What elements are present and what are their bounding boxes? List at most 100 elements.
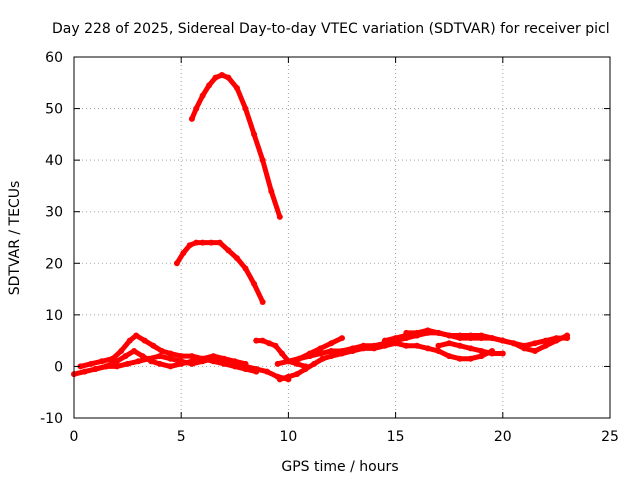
series-arc-high — [188, 72, 283, 220]
data-point — [403, 329, 410, 336]
data-point — [188, 115, 195, 122]
series-low-3 — [92, 347, 260, 375]
data-point — [139, 353, 146, 360]
data-point — [188, 353, 195, 360]
data-point — [253, 368, 260, 375]
data-point — [199, 239, 206, 246]
data-point — [424, 327, 431, 334]
data-point — [131, 347, 138, 354]
series-trace — [403, 327, 570, 354]
data-point — [113, 358, 120, 365]
data-point — [542, 337, 549, 344]
data-point — [392, 340, 399, 347]
data-point — [167, 350, 174, 357]
data-point — [285, 373, 292, 380]
data-point — [553, 337, 560, 344]
data-point — [276, 376, 283, 383]
data-point — [92, 366, 99, 373]
data-point — [274, 360, 281, 367]
data-point — [242, 360, 249, 367]
data-point — [285, 358, 292, 365]
data-point — [371, 342, 378, 349]
data-point — [435, 329, 442, 336]
data-point — [424, 345, 431, 352]
series-right-3 — [403, 327, 571, 354]
x-tick-label: 20 — [494, 429, 512, 445]
data-point — [268, 188, 275, 195]
data-point — [88, 360, 95, 367]
data-point — [126, 337, 133, 344]
data-point — [328, 340, 335, 347]
data-point — [542, 342, 549, 349]
data-point — [531, 340, 538, 347]
series-right-4 — [435, 340, 506, 357]
chart-title: Day 228 of 2025, Sidereal Day-to-day VTE… — [52, 21, 610, 37]
data-point — [360, 342, 367, 349]
data-point — [193, 239, 200, 246]
data-point — [381, 337, 388, 344]
data-point — [319, 355, 326, 362]
data-point — [435, 342, 442, 349]
data-point — [259, 337, 266, 344]
data-point — [499, 350, 506, 357]
data-point — [158, 347, 165, 354]
y-tick-label: -10 — [40, 411, 63, 427]
data-point — [173, 260, 180, 267]
data-point — [446, 332, 453, 339]
data-point — [306, 353, 313, 360]
data-point — [414, 342, 421, 349]
axis-ticks: 0 5 10 15 20 25 -10 0 10 20 30 40 50 60 — [40, 50, 619, 445]
data-point — [293, 371, 300, 378]
data-point — [218, 72, 225, 79]
data-point — [510, 340, 517, 347]
data-point — [456, 342, 463, 349]
data-point — [263, 368, 270, 375]
data-point — [188, 358, 195, 365]
data-point — [199, 355, 206, 362]
data-point — [259, 157, 266, 164]
series-trace — [393, 340, 495, 362]
y-tick-label: 0 — [54, 359, 63, 375]
data-point — [489, 350, 496, 357]
data-point — [118, 347, 125, 354]
data-point — [242, 366, 249, 373]
data-point — [266, 340, 273, 347]
data-point — [564, 332, 571, 339]
data-point — [212, 74, 219, 81]
x-tick-label: 0 — [70, 429, 79, 445]
data-point — [349, 345, 356, 352]
data-point — [193, 105, 200, 112]
data-point — [122, 353, 129, 360]
data-point — [178, 353, 185, 360]
data-point — [167, 355, 174, 362]
y-tick-label: 60 — [45, 50, 63, 66]
data-point — [293, 360, 300, 367]
data-point — [148, 358, 155, 365]
data-point — [242, 105, 249, 112]
data-point — [156, 360, 163, 367]
data-point — [489, 335, 496, 342]
y-tick-label: 30 — [45, 205, 63, 221]
data-point — [278, 350, 285, 357]
data-point — [446, 340, 453, 347]
data-point — [133, 332, 140, 339]
data-point — [328, 347, 335, 354]
data-point — [135, 358, 142, 365]
data-point — [103, 363, 110, 370]
data-point — [81, 368, 88, 375]
data-point — [531, 347, 538, 354]
data-point — [178, 360, 185, 367]
data-point — [414, 329, 421, 336]
data-point — [180, 249, 187, 256]
data-point — [328, 353, 335, 360]
data-point — [221, 360, 228, 367]
data-point — [231, 363, 238, 370]
data-point — [233, 84, 240, 91]
data-point — [499, 337, 506, 344]
data-point — [317, 350, 324, 357]
data-point — [216, 239, 223, 246]
data-point — [478, 332, 485, 339]
data-point — [156, 353, 163, 360]
data-point — [186, 242, 193, 249]
